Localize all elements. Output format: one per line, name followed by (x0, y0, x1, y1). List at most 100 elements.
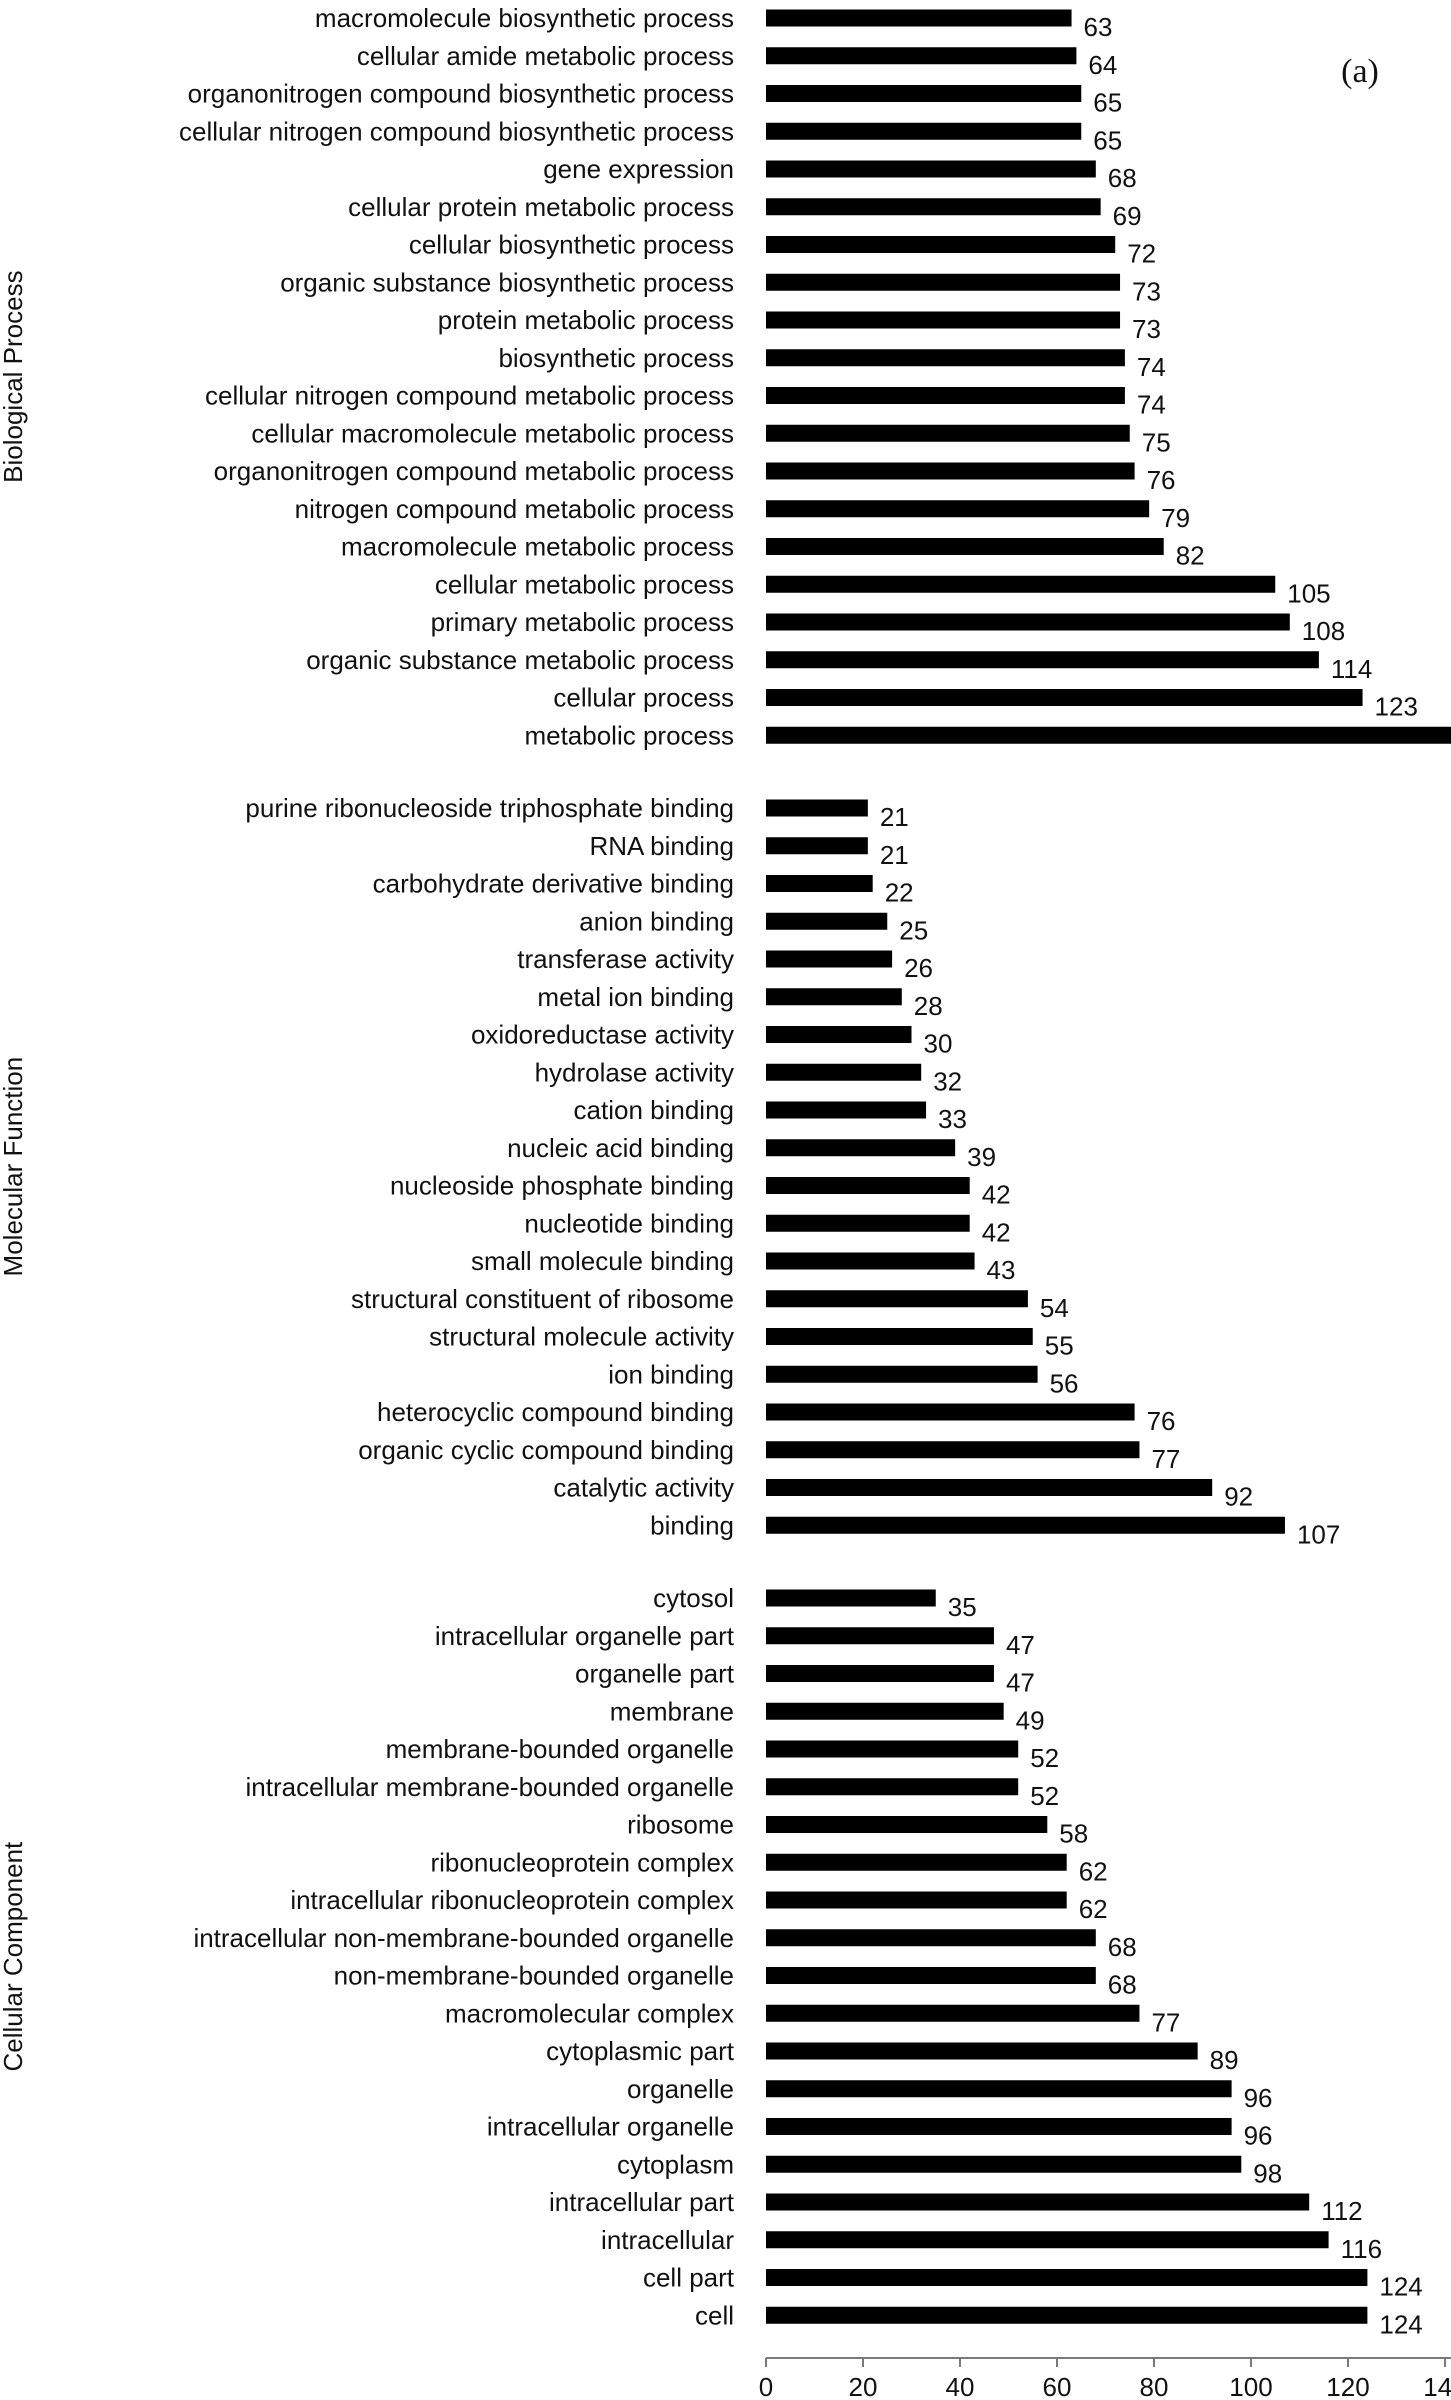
value-label: 112 (1321, 2196, 1362, 2226)
bar (766, 424, 1130, 442)
category-label: macromolecule metabolic process (341, 532, 734, 562)
x-tick-label: 100 (1229, 2372, 1272, 2400)
value-label: 69 (1113, 201, 1142, 231)
value-label: 42 (982, 1217, 1011, 1247)
bar (766, 1365, 1038, 1383)
category-label: carbohydrate derivative binding (373, 869, 734, 899)
value-label: 68 (1108, 163, 1137, 193)
category-label: catalytic activity (553, 1473, 734, 1503)
bar (766, 1479, 1213, 1496)
bar (766, 387, 1125, 404)
value-label: 76 (1147, 465, 1176, 495)
bar (766, 1403, 1135, 1421)
value-label: 75 (1142, 427, 1171, 457)
x-tick-label: 120 (1326, 2372, 1369, 2400)
value-label: 25 (899, 915, 928, 945)
category-label: organic cyclic compound binding (358, 1435, 734, 1465)
category-label: macromolecule biosynthetic process (315, 3, 734, 33)
x-tick-label: 80 (1140, 2372, 1169, 2400)
category-label: membrane (610, 1696, 734, 1726)
value-label: 22 (885, 878, 914, 908)
bar (766, 912, 888, 930)
x-tick-label: 40 (946, 2372, 975, 2400)
bar (766, 500, 1150, 518)
value-label: 49 (1016, 1705, 1045, 1735)
category-label: macromolecular complex (445, 1998, 734, 2028)
category-label: intracellular organelle part (435, 1621, 735, 1651)
value-label: 68 (1108, 1932, 1137, 1962)
x-tick-label: 20 (849, 2372, 878, 2400)
category-label: oxidoreductase activity (471, 1020, 734, 1050)
group-title-biological-process: Biological Process (0, 270, 28, 482)
value-label: 39 (967, 1142, 996, 1172)
value-label: 107 (1297, 1519, 1340, 1549)
category-label: intracellular (601, 2225, 734, 2255)
bar (766, 1516, 1285, 1534)
bar (766, 1778, 1019, 1796)
category-label: organonitrogen compound biosynthetic pro… (188, 79, 734, 109)
value-label: 32 (933, 1066, 962, 1096)
bar (766, 1967, 1096, 1984)
bar (766, 689, 1363, 706)
bar (766, 2080, 1232, 2098)
bar (766, 2306, 1368, 2324)
bar (766, 2004, 1140, 2022)
bar (766, 1177, 970, 1194)
bar (766, 651, 1319, 669)
category-label: RNA binding (589, 831, 734, 861)
value-label: 33 (938, 1104, 967, 1134)
category-label: purine ribonucleoside triphosphate bindi… (245, 793, 734, 823)
panel-label: (a) (1341, 53, 1379, 90)
category-label: organelle part (575, 1659, 735, 1689)
category-label: transferase activity (517, 944, 734, 974)
bar (766, 9, 1072, 27)
category-label: nucleotide binding (524, 1208, 734, 1238)
value-label: 54 (1040, 1293, 1069, 1323)
bar (766, 47, 1077, 65)
value-label: 96 (1244, 2083, 1273, 2113)
bar (766, 1063, 922, 1081)
category-label: membrane-bounded organelle (386, 1734, 734, 1764)
value-label: 30 (924, 1029, 953, 1059)
value-label: 47 (1006, 1630, 1035, 1660)
x-tick-label: 0 (759, 2372, 773, 2400)
value-label: 79 (1161, 503, 1190, 533)
bar (766, 462, 1135, 480)
bar (766, 1252, 975, 1270)
category-label: cellular biosynthetic process (409, 230, 734, 260)
bar (766, 1101, 927, 1119)
value-label: 42 (982, 1180, 1011, 1210)
value-label: 124 (1379, 2309, 1422, 2339)
category-label: non-membrane-bounded organelle (334, 1961, 734, 1991)
group-title-molecular-function: Molecular Function (0, 1057, 28, 1277)
bar (766, 1290, 1028, 1308)
category-label: cellular nitrogen compound metabolic pro… (205, 381, 734, 411)
bar (766, 1026, 912, 1043)
value-label: 26 (904, 953, 933, 983)
value-label: 77 (1151, 1444, 1180, 1474)
bar (766, 988, 902, 1006)
value-label: 76 (1147, 1406, 1176, 1436)
value-label: 47 (1006, 1668, 1035, 1698)
bar (766, 837, 868, 855)
bar (766, 1929, 1096, 1947)
value-label: 72 (1127, 239, 1156, 269)
category-label: intracellular membrane-bounded organelle (245, 1772, 734, 1802)
category-label: anion binding (579, 906, 734, 936)
category-label: intracellular non-membrane-bounded organ… (193, 1923, 734, 1953)
value-label: 105 (1287, 578, 1330, 608)
bar (766, 1740, 1019, 1758)
value-label: 73 (1132, 314, 1161, 344)
value-label: 35 (948, 1592, 977, 1622)
bar (766, 613, 1290, 631)
category-label: organic substance biosynthetic process (280, 267, 734, 297)
bar (766, 1891, 1067, 1909)
category-label: structural constituent of ribosome (351, 1284, 734, 1314)
value-label: 114 (1331, 654, 1372, 684)
value-label: 64 (1088, 50, 1117, 80)
value-label: 74 (1137, 390, 1166, 420)
value-label: 77 (1151, 2007, 1180, 2037)
bar (766, 1589, 936, 1607)
value-label: 124 (1379, 2272, 1422, 2302)
bar (766, 2118, 1232, 2135)
